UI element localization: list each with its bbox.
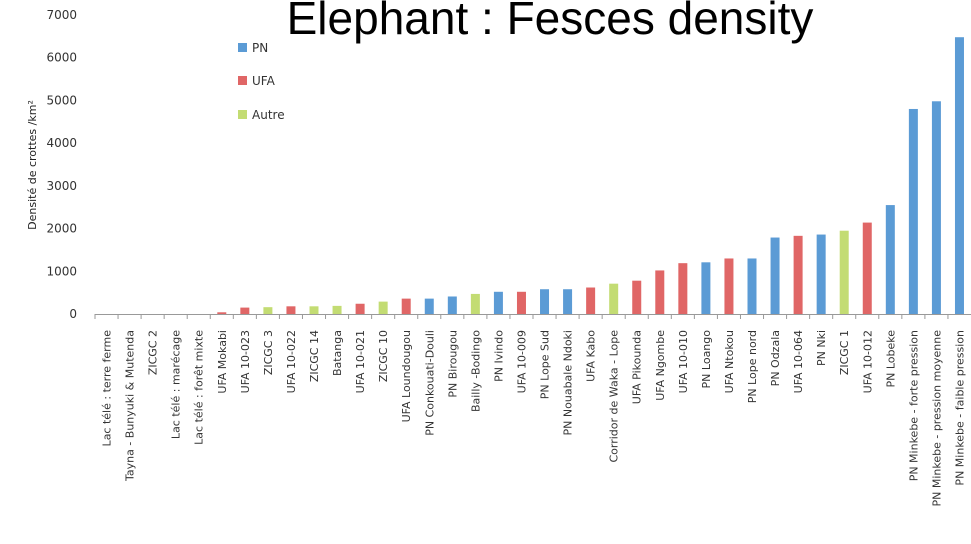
- y-tick-label: 0: [69, 307, 77, 321]
- bar: [424, 298, 434, 314]
- bar: [263, 307, 273, 314]
- x-tick-label: UFA Kabo: [585, 330, 598, 382]
- x-tick-label: UFA Ngombe: [654, 330, 667, 401]
- legend: PN UFA Autre: [238, 41, 285, 122]
- y-tick-label: 4000: [46, 136, 77, 150]
- x-tick-label: PN Ivindo: [492, 330, 505, 382]
- x-tick-label: Batanga: [331, 330, 344, 376]
- bar: [724, 258, 734, 314]
- x-tick-label: PN Minkebe - pression moyenne: [930, 330, 943, 507]
- x-tick-label: UFA 10-023: [239, 330, 252, 393]
- bar: [563, 289, 573, 314]
- x-tick-label: ZICGC 2: [147, 330, 160, 375]
- x-tick-label: PN Odzala: [769, 330, 782, 386]
- chart-title: Elephant : Fesces density: [287, 0, 814, 44]
- x-tick-label: UFA 10-010: [677, 330, 690, 393]
- legend-label: PN: [252, 41, 268, 55]
- x-tick-label: PN Lope Sud: [539, 330, 552, 399]
- bar: [470, 293, 480, 314]
- bar: [931, 101, 941, 314]
- bar: [655, 270, 665, 314]
- x-tick-label: ZICGC 1: [838, 330, 851, 375]
- x-tick-label: UFA 10-012: [861, 330, 874, 393]
- bar: [839, 230, 849, 314]
- x-tick-label: PN Minkebe - forte pression: [907, 330, 920, 481]
- x-tick-label: UFA Pikounda: [631, 330, 644, 404]
- y-axis-title: Densité de crottes /km²: [26, 100, 39, 230]
- x-tick-label: Corridor de Waka - Lope: [608, 330, 621, 463]
- x-tick-label: UFA 10-064: [792, 330, 805, 393]
- bar: [816, 234, 826, 314]
- x-tick-label: PN Minkebe - faible pression: [953, 330, 966, 486]
- bar: [540, 289, 550, 314]
- bar: [309, 306, 319, 314]
- bar: [793, 235, 803, 314]
- bar: [355, 303, 365, 314]
- x-tick-label: UFA Ntokou: [723, 330, 736, 393]
- bar: [401, 298, 411, 314]
- y-tick-label: 7000: [46, 8, 77, 22]
- y-tick-label: 1000: [46, 264, 77, 278]
- bar: [678, 263, 688, 314]
- legend-swatch: [238, 110, 247, 119]
- x-tick-label: UFA Loundougou: [400, 330, 413, 422]
- x-tick-label: PN Nouabale Ndoki: [562, 330, 575, 435]
- bar: [770, 237, 780, 314]
- x-tick-label: Lac télé : marécage: [170, 330, 183, 439]
- x-tick-label: Lac télé : terre ferme: [101, 330, 114, 447]
- bar: [954, 37, 964, 315]
- legend-label: Autre: [252, 108, 285, 122]
- bar: [747, 258, 757, 314]
- x-tick-label: ZICGC 10: [377, 330, 390, 382]
- x-tick-label: UFA 10-021: [354, 330, 367, 393]
- x-tick-label: PN Lope nord: [746, 330, 759, 403]
- x-axis: Lac télé : terre ferme Tayna - Bunyuki & …: [94, 314, 966, 507]
- legend-swatch: [238, 76, 247, 85]
- x-tick-label: Bailly -Bodingo: [469, 330, 482, 412]
- x-tick-label: UFA 10-022: [285, 330, 298, 393]
- bar: [609, 283, 619, 314]
- y-axis: 0 1000 2000 3000 4000 5000 6000 7000: [46, 8, 77, 321]
- bar: [632, 280, 642, 314]
- bar: [586, 287, 596, 314]
- x-tick-label: PN Birougou: [446, 330, 459, 398]
- x-tick-label: ZICGC 3: [262, 330, 275, 375]
- x-tick-label: UFA Mokabi: [216, 330, 229, 394]
- x-tick-label: PN Nki: [815, 330, 828, 366]
- legend-label: UFA: [252, 74, 276, 88]
- bar: [493, 291, 503, 314]
- bars: [217, 37, 964, 315]
- bar: [286, 306, 296, 314]
- bar: [701, 262, 711, 314]
- bar: [240, 307, 250, 314]
- x-tick-label: PN Loango: [700, 330, 713, 389]
- y-tick-label: 3000: [46, 179, 77, 193]
- bar: [862, 222, 872, 314]
- x-tick-label: Lac télé : forêt mixte: [193, 330, 206, 445]
- bar: [378, 301, 388, 314]
- bar: [332, 305, 342, 314]
- bar: [447, 296, 457, 314]
- x-tick-label: PN Conkouati-Douli: [423, 330, 436, 436]
- bar: [217, 312, 227, 314]
- y-tick-label: 2000: [46, 222, 77, 236]
- x-tick-label: ZICGC 14: [308, 330, 321, 382]
- bar: [516, 291, 526, 314]
- bar: [908, 108, 918, 314]
- y-tick-label: 5000: [46, 93, 77, 107]
- legend-swatch: [238, 43, 247, 52]
- y-tick-label: 6000: [46, 51, 77, 65]
- bar: [885, 205, 895, 314]
- x-tick-label: UFA 10-009: [515, 330, 528, 393]
- x-tick-label: Tayna - Bunyuki & Mutenda: [124, 330, 137, 482]
- x-tick-label: PN Lobeke: [884, 330, 897, 388]
